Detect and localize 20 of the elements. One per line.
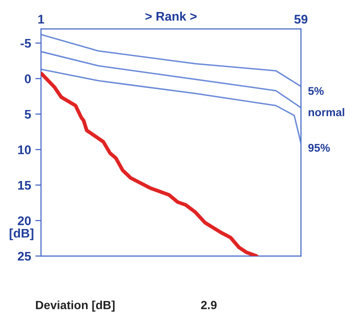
text: Deviation [dB] [36,300,115,312]
y-tick-label: -5 [20,39,31,48]
y-tick-label: 5 [24,110,31,119]
y-tick-label: 25 [18,252,31,261]
line-series [41,68,301,144]
text: 2.9 [201,300,217,310]
line-series [41,50,301,108]
y-tick-label: 10 [18,145,31,154]
series-label: normal [308,108,344,116]
series-label: 95% [308,144,330,152]
y-tick-label: 0 [24,74,31,84]
series-label: 5% [308,87,324,95]
y-axis-title: [dB] [10,228,34,240]
line-series [41,72,258,256]
line-series [41,34,301,88]
y-tick-label: 20 [18,216,31,226]
x-tick-label: 1 [38,14,44,24]
x-tick-label: 59 [294,14,308,24]
y-tick-label: 15 [18,180,31,190]
x-axis-title: > Rank > [145,12,197,21]
